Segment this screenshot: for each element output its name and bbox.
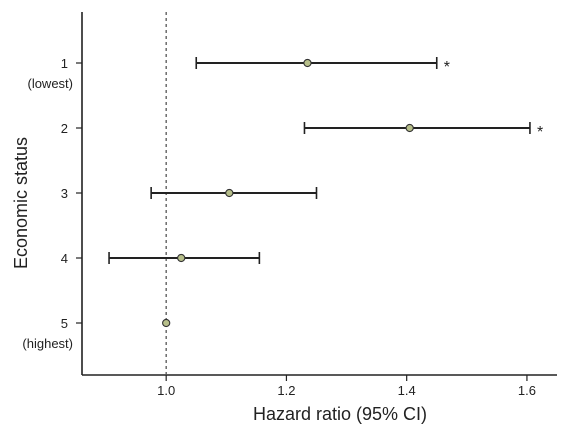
significance-marker: * xyxy=(444,59,450,76)
y-axis-title: Economic status xyxy=(11,137,31,269)
hr-point xyxy=(405,123,414,133)
hr-point xyxy=(162,318,171,328)
x-axis-title: Hazard ratio (95% CI) xyxy=(253,404,427,424)
hr-point xyxy=(303,58,312,68)
y-tick-label: 5 xyxy=(61,316,68,331)
axes: 1.0 1.2 1.4 1.6 1 (lowest) 2 3 4 5 (highest) xyxy=(22,12,557,398)
hr-point xyxy=(177,253,186,263)
x-tick-label: 1.0 xyxy=(157,383,175,398)
y-tick-label: 2 xyxy=(61,121,68,136)
x-tick-label: 1.4 xyxy=(398,383,416,398)
x-tick-label: 1.2 xyxy=(277,383,295,398)
y-tick-label: 1 xyxy=(61,56,68,71)
y-tick-label: 3 xyxy=(61,186,68,201)
y-tick-sublabel: (highest) xyxy=(22,336,73,351)
y-tick-sublabel: (lowest) xyxy=(27,76,73,91)
hr-point xyxy=(225,188,234,198)
y-tick-label: 4 xyxy=(61,251,68,266)
significance-marker: * xyxy=(537,124,543,141)
data-marks: ** xyxy=(108,57,543,328)
x-tick-label: 1.6 xyxy=(518,383,536,398)
